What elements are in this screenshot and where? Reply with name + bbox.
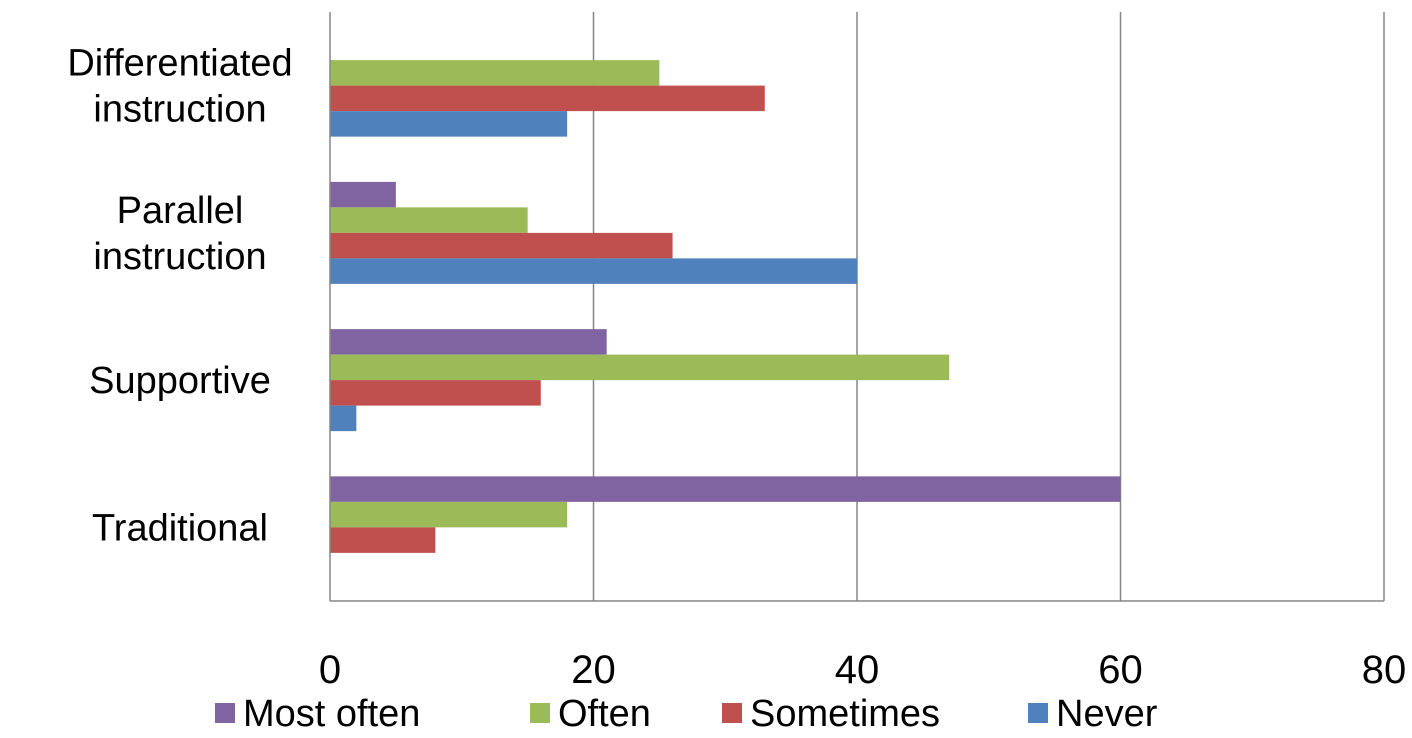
bar-most-often (330, 329, 607, 355)
x-tick-labels: 0 20 40 60 80 (319, 648, 1406, 692)
legend-label: Sometimes (750, 693, 940, 735)
bar-sometimes (330, 527, 436, 553)
category-label: Differentiated (67, 43, 292, 85)
bar-most-often (330, 181, 396, 208)
bar-most-often (330, 476, 1121, 502)
x-tick-label: 20 (571, 648, 616, 692)
x-tick-label: 0 (319, 648, 341, 692)
x-tick-label: 60 (1098, 648, 1143, 692)
legend-label: Never (1056, 693, 1158, 735)
x-tick-label: 40 (835, 648, 880, 692)
category-label: Supportive (89, 360, 271, 402)
legend-swatch-most-often (215, 703, 235, 723)
bar-never (330, 405, 357, 432)
bar-often (330, 501, 568, 528)
category-label: Traditional (92, 507, 268, 549)
legend: Most often Often Sometimes Never (215, 693, 1158, 735)
legend-swatch-often (530, 703, 550, 723)
category-label: instruction (93, 89, 266, 131)
bar-often (330, 60, 660, 86)
category-label: instruction (93, 236, 266, 278)
category-label: Parallel (117, 190, 244, 232)
bar-never (330, 111, 568, 137)
legend-swatch-sometimes (722, 703, 742, 723)
legend-label: Often (558, 693, 651, 735)
bar-often (330, 354, 950, 381)
bar-sometimes (330, 380, 541, 406)
bar-often (330, 207, 528, 233)
bars (330, 60, 1121, 553)
legend-label: Most often (243, 693, 420, 735)
legend-swatch-never (1028, 703, 1048, 723)
gridlines (592, 12, 1385, 601)
bar-sometimes (330, 232, 673, 259)
bar-never (330, 258, 857, 284)
category-labels: DifferentiatedinstructionParallelinstruc… (67, 43, 292, 550)
axes (329, 12, 1384, 602)
x-tick-label: 80 (1362, 648, 1407, 692)
bar-sometimes (330, 85, 765, 112)
